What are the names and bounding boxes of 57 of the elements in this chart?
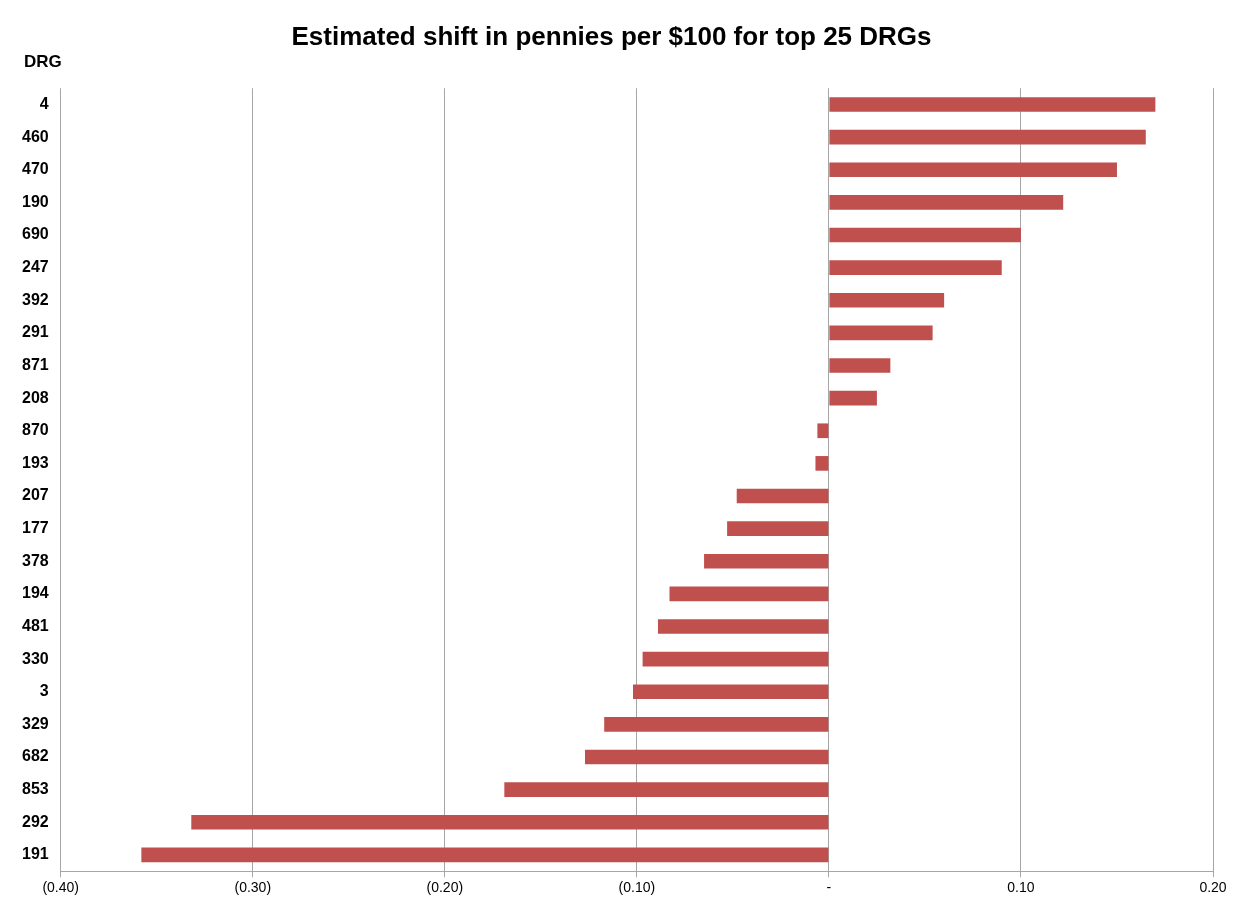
y-tick-label: 292 xyxy=(21,812,49,830)
y-tick-label: 690 xyxy=(21,225,49,243)
bar xyxy=(829,358,891,373)
bar xyxy=(141,847,829,863)
y-tick-label: 329 xyxy=(21,714,49,732)
y-tick-label: 208 xyxy=(21,388,49,406)
bar xyxy=(584,749,829,765)
y-tick-label: 378 xyxy=(21,551,49,569)
x-tick-label: (0.10) xyxy=(618,879,656,896)
y-tick-label: 871 xyxy=(21,355,49,373)
y-axis-title: DRG xyxy=(24,51,62,71)
x-tick-label: (0.20) xyxy=(426,879,464,896)
bar xyxy=(727,521,829,536)
x-tick-label: 0.20 xyxy=(1199,879,1227,896)
y-tick-label: 460 xyxy=(21,127,49,145)
bar xyxy=(829,227,1021,243)
y-tick-label: 3 xyxy=(39,682,49,700)
bar xyxy=(829,260,1002,275)
bar xyxy=(704,553,829,569)
y-tick-label: 392 xyxy=(21,290,49,308)
x-tick-label: (0.30) xyxy=(234,879,272,896)
bar xyxy=(829,195,1064,210)
bar xyxy=(669,586,829,602)
bar xyxy=(504,782,829,797)
y-tick-label: 870 xyxy=(21,421,49,439)
bar xyxy=(829,97,1156,112)
x-tick-label: - xyxy=(826,879,832,896)
y-tick-label: 191 xyxy=(21,845,49,863)
y-tick-label: 247 xyxy=(21,258,49,276)
bar xyxy=(604,717,829,732)
bar xyxy=(191,814,829,830)
chart-title: Estimated shift in pennies per $100 for top 25 DRGs xyxy=(291,20,932,51)
y-tick-label: 291 xyxy=(21,323,49,341)
bar xyxy=(829,162,1117,178)
y-tick-label: 193 xyxy=(21,453,49,471)
bar xyxy=(642,651,829,667)
y-tick-label: 207 xyxy=(21,486,49,504)
bar xyxy=(817,423,829,439)
y-tick-label: 481 xyxy=(21,616,49,634)
bar xyxy=(829,292,945,308)
y-tick-label: 470 xyxy=(21,160,49,178)
y-tick-label: 190 xyxy=(21,192,49,210)
y-tick-label: 853 xyxy=(21,780,49,798)
x-tick-label: 0.10 xyxy=(1007,879,1035,896)
y-tick-label: 194 xyxy=(21,584,49,602)
bar xyxy=(829,129,1146,145)
bar xyxy=(829,390,877,406)
y-tick-label: 682 xyxy=(21,747,49,765)
y-tick-label: 177 xyxy=(21,519,49,537)
bar xyxy=(736,488,829,504)
y-tick-label: 330 xyxy=(21,649,49,667)
x-tick-label: (0.40) xyxy=(42,879,79,896)
bar xyxy=(829,325,933,341)
bar xyxy=(815,456,829,471)
y-tick-label: 4 xyxy=(39,94,49,112)
bar xyxy=(633,684,829,700)
bar xyxy=(657,619,829,634)
